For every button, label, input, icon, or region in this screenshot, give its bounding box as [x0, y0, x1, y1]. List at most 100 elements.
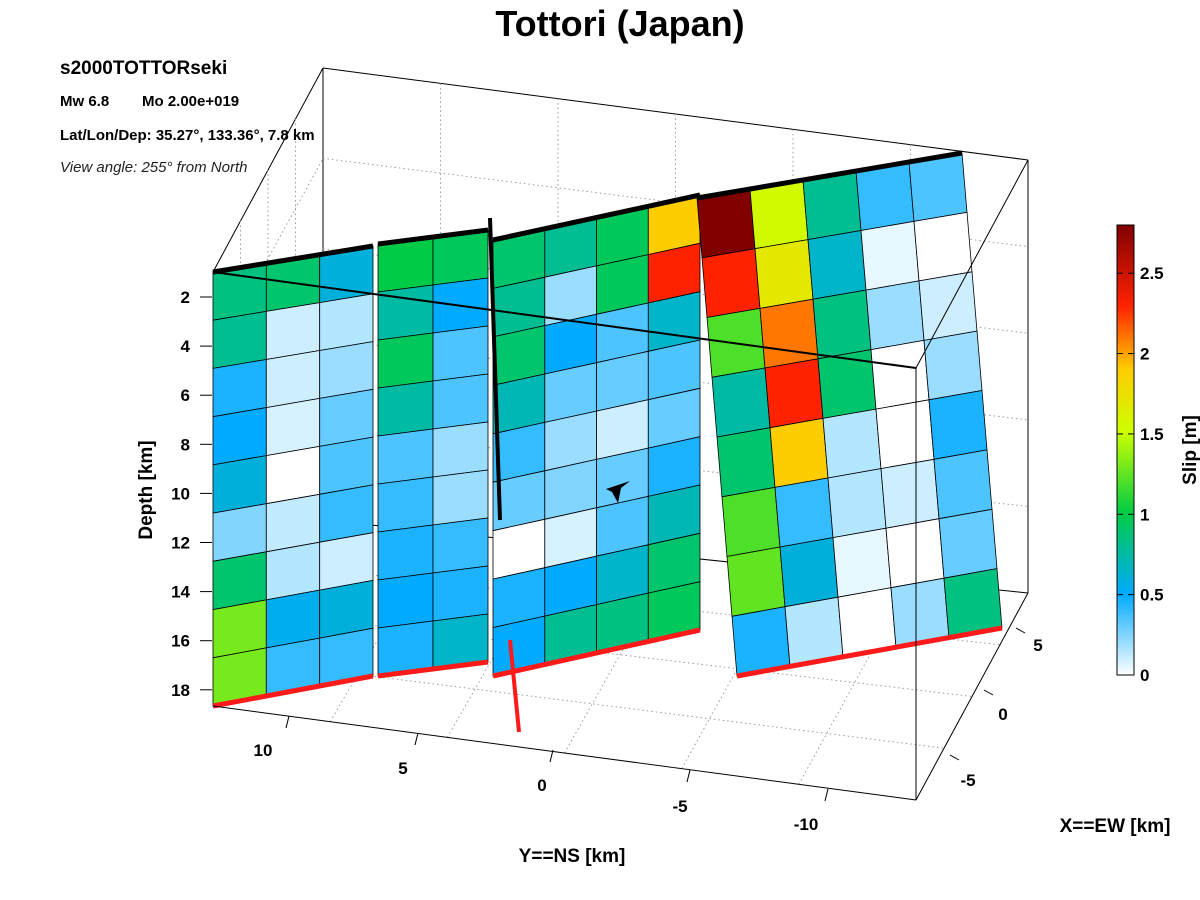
depth-tick-label: 18: [171, 681, 190, 700]
slip-patch: [726, 546, 786, 617]
slip-patch: [265, 350, 321, 409]
slip-patch: [432, 421, 489, 478]
slip-patch: [212, 503, 267, 562]
slip-patch: [319, 293, 374, 351]
colorbar: 0 0.5 1 1.5 2 2.5: [1116, 224, 1164, 685]
slip-patch: [754, 239, 814, 309]
reference-line-bottom: [508, 639, 521, 733]
ew-axis: 5 0 -5: [949, 627, 1043, 790]
fault-bottom-edge: [736, 625, 1003, 679]
depth-axis-label: Depth [km]: [136, 440, 157, 539]
ns-tick-label: -10: [794, 815, 819, 834]
fault-segment-1: [212, 243, 374, 709]
ns-tick-label: -5: [672, 797, 687, 816]
colorbar-tick-label: 0.5: [1140, 586, 1164, 605]
slip-patch: [938, 508, 998, 579]
ns-tick-mark: [549, 749, 554, 763]
axes-box-front: [212, 159, 1029, 801]
slip-patch: [265, 493, 321, 553]
fault-bottom-edge: [377, 659, 489, 679]
slip-patch: [265, 397, 321, 457]
depth-tick-label: 16: [171, 632, 190, 651]
slip-patch: [865, 280, 925, 351]
fault-segment-2: [377, 227, 489, 679]
slip-patch: [908, 152, 968, 222]
slip-patch: [716, 427, 776, 498]
ns-axis-label: Y==NS [km]: [519, 846, 626, 867]
slip-patch: [212, 310, 267, 369]
slip-patch: [913, 211, 973, 282]
ew-tick-mark: [983, 689, 994, 696]
reference-line-top: [488, 217, 502, 521]
slip-patch: [923, 330, 983, 401]
slip-patch: [265, 302, 321, 360]
ew-tick-mark: [1015, 627, 1026, 634]
ew-tick-label: 5: [1033, 636, 1042, 655]
slip-patch: [832, 527, 892, 598]
colorbar-tick-label: 2.5: [1140, 264, 1164, 283]
slip-patch: [432, 517, 489, 574]
ew-tick-label: -5: [960, 771, 975, 790]
slip-patch: [827, 468, 887, 539]
slip-patch: [928, 390, 988, 460]
ns-tick-mark: [824, 788, 829, 802]
fault-top-edge: [696, 150, 963, 201]
slip-patch: [779, 537, 839, 608]
location-label: Lat/Lon/Dep: 35.27°, 133.36°, 7.8 km: [60, 127, 315, 144]
fault-segments: [212, 150, 1003, 709]
fault-top-edge: [492, 192, 701, 243]
fault-bottom-edge: [212, 673, 374, 709]
chart-title: Tottori (Japan): [495, 3, 744, 44]
depth-axis: 2 4 6 8 10 12 14 16 18: [171, 288, 212, 700]
slip-patch: [212, 551, 267, 611]
view-angle-label: View angle: 255° from North: [60, 159, 248, 176]
slip-patch: [377, 428, 434, 485]
ew-tick-label: 0: [998, 705, 1007, 724]
ew-axis-label: X==EW [km]: [1060, 816, 1171, 837]
event-id: s2000TOTTORseki: [60, 58, 227, 79]
slip-patch: [432, 565, 489, 622]
colorbar-tick-label: 1: [1140, 505, 1149, 524]
slip-patch: [432, 373, 489, 430]
fault-segment-4: [696, 150, 1003, 679]
slip-patch: [377, 524, 434, 581]
slip-patch: [377, 572, 434, 629]
slip-patch: [212, 359, 267, 418]
slip-patch: [933, 449, 993, 520]
slip-patch: [212, 455, 267, 514]
slip-patch: [696, 188, 756, 259]
slip-patch: [377, 284, 434, 341]
slip-patch: [377, 476, 434, 533]
ns-tick-label: 5: [398, 759, 407, 778]
slip-patch: [885, 518, 945, 589]
slip-patch: [319, 436, 374, 495]
ns-tick-label: 10: [254, 741, 273, 760]
colorbar-tick-label: 1.5: [1140, 425, 1164, 444]
ns-tick-label: 0: [537, 776, 546, 795]
slip-patch: [377, 332, 434, 389]
slip-patch: [870, 339, 930, 410]
depth-tick-label: 2: [181, 288, 190, 307]
slip-patch: [769, 417, 829, 488]
colorbar-label: Slip [m]: [1180, 415, 1200, 485]
slip-patch: [377, 380, 434, 437]
depth-tick-label: 4: [181, 337, 191, 356]
fault-segment-3: [492, 192, 701, 679]
colorbar-gradient: [1116, 224, 1135, 676]
slip-patch: [432, 325, 489, 382]
ns-tick-mark: [686, 769, 691, 783]
colorbar-ticks: 0 0.5 1 1.5 2 2.5: [1117, 264, 1164, 685]
magnitude-label: Mw 6.8: [60, 93, 109, 110]
slip-patch: [764, 358, 824, 429]
slip-patch: [817, 349, 877, 419]
depth-tick-label: 6: [181, 386, 190, 405]
slip-patch: [319, 341, 374, 399]
ew-tick-mark: [949, 754, 960, 761]
ns-axis: 10 5 0 -5 -10: [254, 715, 829, 834]
slip-patch: [749, 179, 809, 250]
slip-patch: [812, 289, 872, 360]
slip-patch: [807, 230, 867, 300]
depth-tick-label: 8: [181, 435, 190, 454]
ns-tick-mark: [285, 715, 290, 729]
